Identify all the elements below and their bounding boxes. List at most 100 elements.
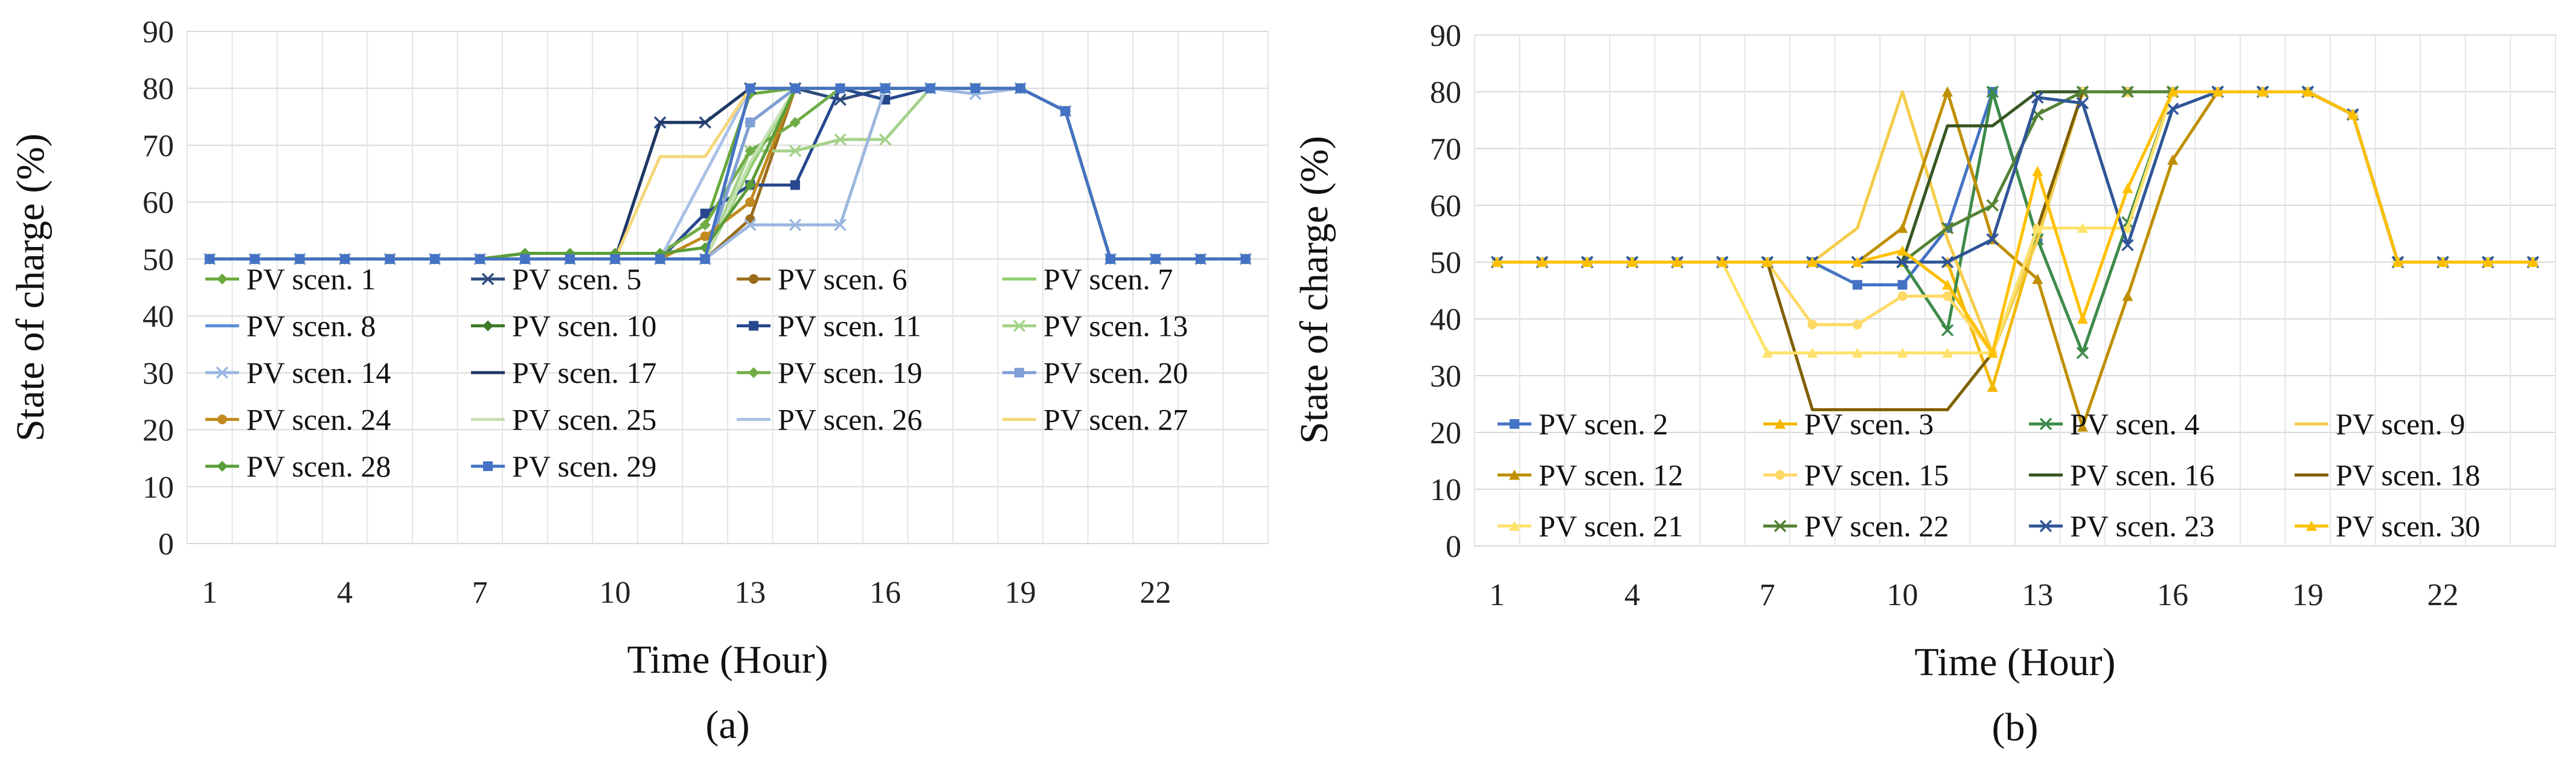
data-point xyxy=(2212,86,2223,97)
legend-marker xyxy=(1775,419,1786,429)
data-point xyxy=(2347,109,2359,120)
legend-marker xyxy=(748,367,759,378)
data-point xyxy=(1717,257,1728,267)
y-tick-label: 70 xyxy=(143,129,174,163)
data-point xyxy=(745,197,755,207)
legend-item: PV scen. 8 xyxy=(205,309,376,343)
legend-marker xyxy=(483,461,493,471)
data-point xyxy=(879,133,892,146)
legend-label: PV scen. 20 xyxy=(1043,356,1188,390)
data-point xyxy=(610,254,620,264)
legend-item: PV scen. 23 xyxy=(2029,509,2214,543)
data-point xyxy=(2032,222,2043,233)
series-line xyxy=(210,86,1246,261)
data-point xyxy=(1015,83,1025,94)
data-point xyxy=(1581,257,1593,267)
legend-label: PV scen. 10 xyxy=(512,309,656,343)
gridlines-a xyxy=(187,31,1269,544)
y-axis-title-b: State of charge (%) xyxy=(1292,136,1336,444)
legend-label: PV scen. 2 xyxy=(1539,407,1668,441)
data-point xyxy=(745,117,755,127)
data-point xyxy=(475,254,485,264)
legend-item: PV scen. 17 xyxy=(471,356,656,390)
y-tick-label: 30 xyxy=(143,356,174,391)
legend-label: PV scen. 1 xyxy=(246,262,376,296)
legend-marker xyxy=(1773,519,1787,533)
legend-marker xyxy=(482,320,493,332)
series-pv-scen-29 xyxy=(205,83,1251,264)
legend-item: PV scen. 13 xyxy=(1002,309,1188,343)
legend-marker xyxy=(217,414,227,425)
legend-item: PV scen. 6 xyxy=(737,262,907,296)
data-point xyxy=(1671,257,1683,267)
data-point xyxy=(1986,199,1999,212)
legend-item: PV scen. 20 xyxy=(1002,356,1188,390)
data-point xyxy=(1491,257,1503,267)
y-tick-label: 70 xyxy=(1430,132,1461,167)
data-point xyxy=(834,133,847,146)
data-point xyxy=(520,254,530,264)
legend-label: PV scen. 27 xyxy=(1043,403,1188,437)
data-point xyxy=(700,208,710,219)
data-point xyxy=(789,144,802,158)
data-point xyxy=(1807,347,1818,358)
data-point xyxy=(2482,257,2494,267)
legend-item: PV scen. 21 xyxy=(1498,509,1683,543)
data-point xyxy=(2392,257,2403,267)
data-point xyxy=(2077,222,2088,233)
legend-item: PV scen. 29 xyxy=(471,449,656,483)
legend-item: PV scen. 30 xyxy=(2295,509,2480,543)
data-point xyxy=(2076,97,2089,110)
data-point xyxy=(2122,182,2133,193)
legend-label: PV scen. 29 xyxy=(512,449,656,483)
legend-item: PV scen. 28 xyxy=(205,449,391,483)
legend-marker xyxy=(2306,521,2317,531)
legend-marker xyxy=(1509,521,1520,531)
data-point xyxy=(699,219,711,231)
data-point xyxy=(790,83,800,94)
legend-item: PV scen. 24 xyxy=(205,403,391,437)
legend-item: PV scen. 22 xyxy=(1763,509,1949,543)
y-tick-label: 50 xyxy=(143,243,174,277)
legend-marker xyxy=(1509,469,1520,480)
data-point xyxy=(2122,290,2133,301)
data-point xyxy=(745,145,756,156)
x-tick-label: 7 xyxy=(472,576,488,610)
legend-item: PV scen. 14 xyxy=(205,356,391,390)
data-point xyxy=(790,180,800,190)
x-tick-label: 22 xyxy=(1140,576,1171,610)
legend-item: PV scen. 25 xyxy=(471,403,656,437)
data-point xyxy=(2032,165,2043,176)
legend-label: PV scen. 9 xyxy=(2336,407,2465,441)
legend-label: PV scen. 25 xyxy=(512,403,656,437)
y-tick-label: 10 xyxy=(1430,473,1461,507)
series-line xyxy=(1497,90,2533,355)
x-tick-label: 22 xyxy=(2427,578,2459,612)
chart-panel-b: 0 10 20 30 40 50 60 70 80 90 1 4 7 10 13 16 19 22 PV sce… xyxy=(1292,19,2556,749)
data-point xyxy=(2257,86,2269,97)
data-point xyxy=(700,231,710,242)
x-tick-label: 16 xyxy=(870,576,901,610)
data-point xyxy=(295,254,305,264)
x-tick-label: 13 xyxy=(2022,578,2053,612)
legend-marker xyxy=(217,274,228,284)
data-point xyxy=(2031,91,2044,104)
data-point xyxy=(2302,86,2313,97)
legend-a: PV scen. 1 PV scen. 5 PV scen. 6 PV scen. 7… xyxy=(205,262,1188,483)
data-point xyxy=(2076,347,2089,359)
legend-label: PV scen. 26 xyxy=(778,403,922,437)
data-point xyxy=(1942,347,1953,358)
legend-item: PV scen. 15 xyxy=(1763,458,1949,492)
data-point xyxy=(340,254,350,264)
data-point xyxy=(385,254,395,264)
y-tick-label: 0 xyxy=(158,527,174,562)
data-point xyxy=(1627,257,1638,267)
data-point xyxy=(1807,319,1818,330)
data-point xyxy=(2121,85,2134,98)
legend-item: PV scen. 18 xyxy=(2295,458,2480,492)
data-point xyxy=(249,254,260,264)
data-point xyxy=(700,254,710,264)
data-point xyxy=(2166,102,2179,115)
legend-item: PV scen. 7 xyxy=(1002,262,1173,296)
